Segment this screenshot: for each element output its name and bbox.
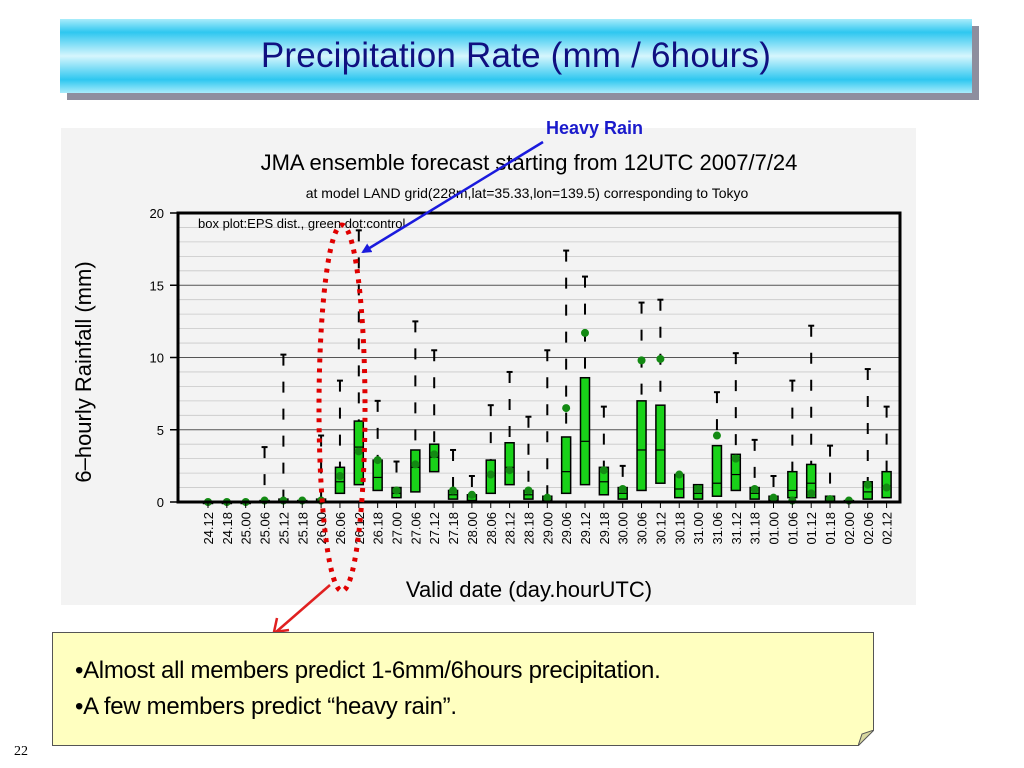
x-tick-label: 30.18 — [672, 512, 687, 545]
x-tick-label: 27.18 — [446, 512, 461, 545]
chart-legend-note: box plot:EPS dist., green dot:control — [198, 216, 406, 231]
x-tick-label: 26.00 — [314, 512, 329, 545]
x-tick-label: 01.00 — [767, 512, 782, 545]
pointer-arrow-red-head — [272, 617, 290, 634]
control-dot — [863, 480, 872, 489]
x-tick-label: 24.18 — [220, 512, 235, 545]
box — [636, 400, 647, 492]
control-dot — [449, 486, 458, 495]
x-tick-label: 29.18 — [597, 512, 612, 545]
control-dot — [543, 493, 552, 502]
x-tick-label: 01.12 — [804, 512, 819, 545]
chart-panel: JMA ensemble forecast starting from 12UT… — [61, 128, 916, 605]
bullet-1: •Almost all members predict 1-6mm/6hours… — [75, 657, 661, 684]
x-tick-label: 27.00 — [390, 512, 405, 545]
x-tick-label: 28.06 — [484, 512, 499, 545]
box-plot-chart: JMA ensemble forecast starting from 12UT… — [71, 150, 902, 602]
x-tick-label: 02.12 — [880, 512, 895, 545]
control-dot — [486, 470, 495, 479]
control-dot — [562, 404, 571, 413]
control-dot — [731, 454, 740, 463]
x-tick-label: 25.06 — [258, 512, 273, 545]
x-tick-label: 28.12 — [503, 512, 518, 545]
x-tick-label: 31.06 — [710, 512, 725, 545]
control-dot — [637, 356, 646, 365]
box — [372, 459, 383, 492]
control-dot — [392, 486, 401, 495]
x-tick-label: 28.18 — [521, 512, 536, 545]
control-dot — [354, 447, 363, 456]
box — [410, 449, 421, 493]
control-dot — [373, 456, 382, 465]
x-tick-label: 26.06 — [333, 512, 348, 545]
control-dot — [712, 431, 721, 440]
control-dot — [599, 466, 608, 475]
control-dot — [675, 470, 684, 479]
control-dot — [882, 483, 891, 492]
bullet-2: •A few members predict “heavy rain”. — [75, 693, 457, 720]
x-tick-label: 26.18 — [371, 512, 386, 545]
box — [560, 436, 572, 495]
x-tick-label: 26.12 — [352, 512, 367, 545]
x-tick-label: 27.12 — [427, 512, 442, 545]
x-tick-label: 02.06 — [861, 512, 876, 545]
box — [805, 463, 817, 499]
box — [655, 404, 666, 484]
y-tick-label: 20 — [150, 206, 164, 221]
control-dot — [581, 328, 589, 337]
control-dot — [656, 354, 665, 363]
control-dot — [430, 450, 439, 459]
control-dot — [769, 493, 778, 502]
x-axis-label: Valid date (day.hourUTC) — [406, 577, 652, 602]
x-tick-label: 01.06 — [785, 512, 800, 545]
page-number: 22 — [14, 744, 28, 759]
x-tick-label: 25.18 — [295, 512, 310, 545]
x-tick-label: 30.00 — [616, 512, 631, 545]
control-dot — [618, 484, 627, 493]
control-dot — [411, 460, 420, 469]
y-tick-label: 15 — [150, 278, 164, 293]
box — [579, 376, 591, 486]
note-corner-fold — [858, 730, 874, 746]
x-tick-label: 29.00 — [540, 512, 555, 545]
x-tick-label: 31.00 — [691, 512, 706, 545]
control-dot — [807, 489, 816, 498]
control-dot — [467, 490, 476, 499]
chart-title: JMA ensemble forecast starting from 12UT… — [261, 150, 798, 175]
x-tick-label: 31.18 — [748, 512, 763, 545]
slide-title: Precipitation Rate (mm / 6hours) — [260, 36, 772, 75]
y-tick-label: 10 — [150, 351, 164, 366]
box — [504, 442, 515, 486]
x-tick-label: 30.12 — [653, 512, 668, 545]
control-dot — [335, 471, 344, 480]
summary-note-box: •Almost all members predict 1-6mm/6hours… — [52, 632, 874, 746]
x-tick-label: 31.12 — [729, 512, 744, 545]
x-tick-label: 29.06 — [559, 512, 574, 545]
control-dot — [505, 466, 514, 475]
x-tick-label: 02.00 — [842, 512, 857, 545]
box — [787, 470, 798, 499]
control-dot — [524, 486, 533, 495]
x-tick-label: 25.00 — [239, 512, 254, 545]
x-tick-label: 30.06 — [635, 512, 650, 545]
title-bar: Precipitation Rate (mm / 6hours) — [60, 19, 972, 93]
chart-subtitle: at model LAND grid(228m,lat=35.33,lon=13… — [306, 185, 749, 201]
y-tick-label: 5 — [157, 423, 164, 438]
box — [334, 466, 346, 495]
x-tick-label: 24.12 — [201, 512, 216, 545]
y-tick-label: 0 — [157, 495, 164, 510]
x-tick-label: 01.18 — [823, 512, 838, 545]
x-tick-label: 29.12 — [578, 512, 593, 545]
control-dot — [694, 484, 703, 493]
x-tick-label: 25.12 — [276, 512, 291, 545]
control-dot — [750, 484, 759, 493]
y-axis-label: 6–hourly Rainfall (mm) — [71, 261, 96, 482]
box — [711, 444, 723, 497]
x-tick-label: 28.00 — [465, 512, 480, 545]
box — [730, 453, 742, 492]
x-tick-label: 27.06 — [408, 512, 423, 545]
